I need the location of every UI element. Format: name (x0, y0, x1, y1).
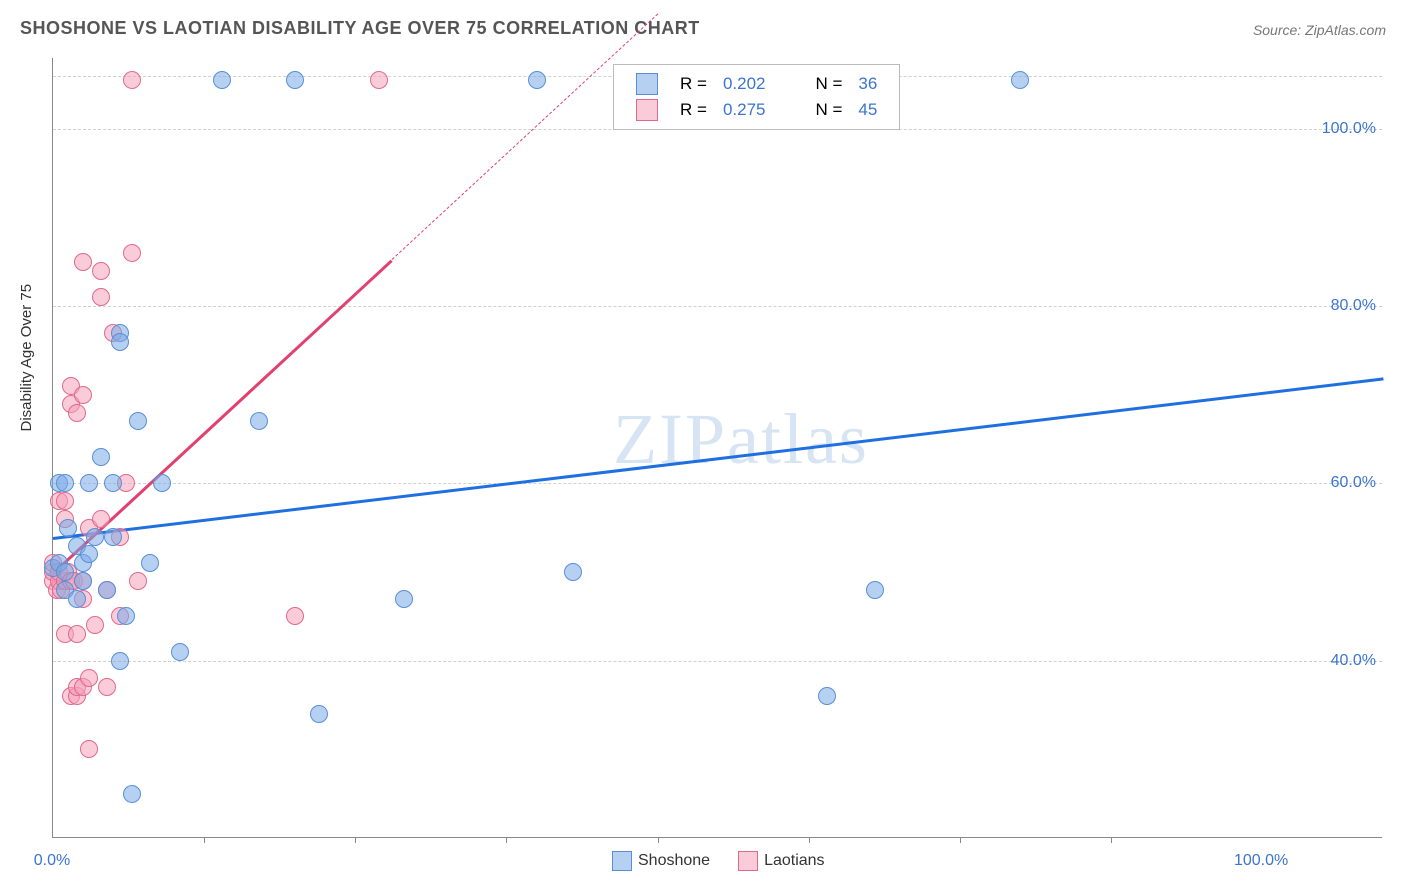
data-point (310, 705, 328, 723)
legend-stats: R =0.202 N =36 R =0.275 N =45 (613, 64, 900, 130)
legend-swatch (738, 851, 758, 871)
trend-line (53, 377, 1383, 540)
x-tick-mark (960, 837, 961, 843)
data-point (528, 71, 546, 89)
data-point (117, 607, 135, 625)
data-point (56, 563, 74, 581)
data-point (818, 687, 836, 705)
gridline-h (53, 306, 1382, 307)
legend-r-value: 0.202 (715, 71, 774, 97)
data-point (68, 625, 86, 643)
legend-swatch (636, 99, 658, 121)
data-point (59, 519, 77, 537)
data-point (98, 678, 116, 696)
data-point (141, 554, 159, 572)
legend-series-label: Shoshone (638, 852, 710, 869)
legend-n-label: N = (807, 97, 850, 123)
data-point (171, 643, 189, 661)
y-tick-label: 40.0% (1331, 652, 1376, 670)
plot-area: ZIPatlas 40.0% 60.0% 80.0% 100.0% R =0.202 N … (52, 58, 1382, 838)
data-point (80, 545, 98, 563)
data-point (86, 528, 104, 546)
data-point (129, 572, 147, 590)
data-point (123, 785, 141, 803)
data-point (86, 616, 104, 634)
data-point (92, 262, 110, 280)
chart-title: SHOSHONE VS LAOTIAN DISABILITY AGE OVER … (20, 18, 700, 39)
data-point (74, 386, 92, 404)
x-tick-mark (506, 837, 507, 843)
data-point (92, 510, 110, 528)
legend-n-value: 36 (850, 71, 885, 97)
legend-r-value: 0.275 (715, 97, 774, 123)
source-name: ZipAtlas.com (1305, 22, 1386, 38)
watermark: ZIPatlas (613, 398, 869, 481)
data-point (111, 652, 129, 670)
legend-swatch (636, 73, 658, 95)
data-point (129, 412, 147, 430)
x-tick-label: 0.0% (34, 852, 70, 870)
legend-r-label: R = (672, 97, 715, 123)
legend-n-value: 45 (850, 97, 885, 123)
data-point (213, 71, 231, 89)
data-point (104, 474, 122, 492)
data-point (56, 492, 74, 510)
data-point (866, 581, 884, 599)
data-point (104, 528, 122, 546)
legend-series-label: Laotians (764, 852, 825, 869)
source-label: Source: ZipAtlas.com (1253, 22, 1386, 38)
data-point (153, 474, 171, 492)
data-point (395, 590, 413, 608)
gridline-h (53, 661, 1382, 662)
data-point (68, 404, 86, 422)
legend-n-label: N = (807, 71, 850, 97)
legend-r-label: R = (672, 71, 715, 97)
gridline-h (53, 483, 1382, 484)
data-point (564, 563, 582, 581)
y-axis-label: Disability Age Over 75 (18, 284, 35, 432)
x-tick-mark (1111, 837, 1112, 843)
data-point (74, 572, 92, 590)
y-tick-label: 80.0% (1331, 297, 1376, 315)
data-point (56, 474, 74, 492)
y-tick-label: 60.0% (1331, 474, 1376, 492)
data-point (68, 590, 86, 608)
data-point (370, 71, 388, 89)
data-point (80, 740, 98, 758)
data-point (250, 412, 268, 430)
data-point (111, 333, 129, 351)
x-tick-mark (204, 837, 205, 843)
data-point (123, 71, 141, 89)
data-point (80, 669, 98, 687)
x-tick-label: 100.0% (1234, 852, 1288, 870)
data-point (98, 581, 116, 599)
data-point (92, 288, 110, 306)
data-point (123, 244, 141, 262)
x-tick-mark (809, 837, 810, 843)
x-tick-mark (658, 837, 659, 843)
source-prefix: Source: (1253, 22, 1305, 38)
legend-swatch (612, 851, 632, 871)
x-tick-mark (355, 837, 356, 843)
legend-series: Shoshone Laotians (612, 851, 853, 871)
trend-line (391, 14, 658, 260)
data-point (92, 448, 110, 466)
data-point (80, 474, 98, 492)
data-point (1011, 71, 1029, 89)
y-tick-label: 100.0% (1322, 120, 1376, 138)
data-point (286, 607, 304, 625)
data-point (286, 71, 304, 89)
data-point (74, 253, 92, 271)
